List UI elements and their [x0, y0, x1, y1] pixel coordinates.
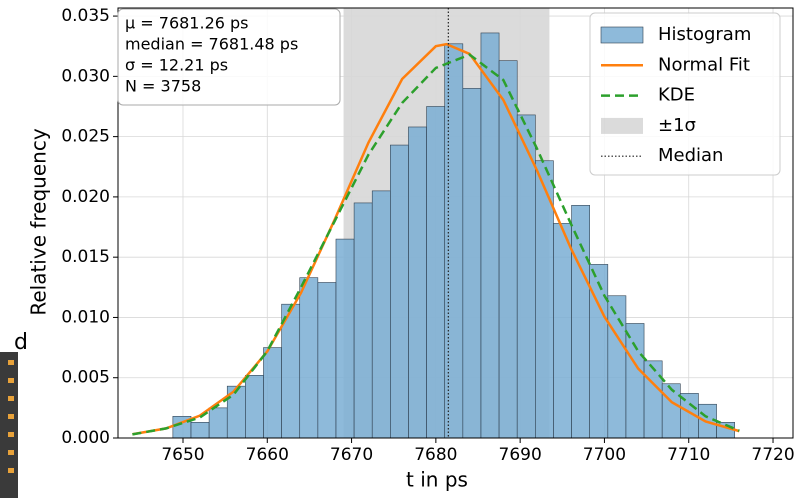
y-axis-label: Relative frequency [27, 128, 51, 315]
histogram-bar [462, 88, 482, 439]
x-axis-label: t in ps [406, 468, 468, 492]
y-tick-label: 0.025 [61, 127, 110, 147]
histogram-bar [571, 205, 590, 439]
histogram-bar [371, 190, 391, 439]
histogram-bar [661, 383, 681, 439]
y-tick-label: 0.030 [61, 66, 110, 86]
x-tick-label: 7690 [499, 445, 542, 465]
y-tick-label: 0.015 [61, 247, 110, 267]
histogram-bar [444, 43, 464, 439]
legend-box [589, 12, 781, 176]
fit-line [132, 42, 740, 436]
stats-text: N = 3758 [125, 77, 201, 96]
histogram-bar [553, 223, 572, 439]
legend-swatch [600, 26, 644, 44]
cropped-icons [0, 352, 18, 498]
histogram-bar [408, 126, 427, 439]
x-tick-label: 7680 [414, 445, 457, 465]
histogram-bar [480, 32, 500, 439]
stats-box: μ = 7681.26 ps median = 7681.48 ps σ = 12.… [117, 8, 341, 106]
histogram-bar [426, 106, 446, 439]
y-tick-label: 0.000 [61, 428, 110, 448]
histogram-bar [208, 407, 228, 439]
histogram-bar [245, 375, 264, 439]
stats-text: σ = 12.21 ps [125, 56, 228, 75]
y-tick-label: 0.020 [61, 187, 110, 207]
histogram-bar [190, 422, 210, 439]
histogram-bar [317, 282, 337, 439]
legend-label: KDE [658, 85, 695, 106]
histogram-bar [299, 277, 319, 439]
cropped-fragment: d [14, 330, 28, 355]
x-tick-label: 7710 [667, 445, 710, 465]
histogram-bar [390, 144, 409, 439]
plot-frame [117, 7, 794, 439]
y-tick-label: 0.035 [61, 6, 110, 26]
stats-text: μ = 7681.26 ps [125, 14, 249, 33]
legend: Histogram Normal Fit KDE ±1σ Median [589, 12, 781, 176]
histogram-bar [607, 295, 627, 439]
y-tick-label: 0.005 [61, 368, 110, 388]
legend-label: ±1σ [658, 115, 696, 136]
y-tick-label: 0.010 [61, 307, 110, 327]
histogram-bar [643, 360, 663, 439]
x-tick-label: 7670 [330, 445, 373, 465]
x-tick-label: 7660 [246, 445, 289, 465]
histogram-bar [353, 202, 373, 439]
legend-label: Median [658, 145, 723, 166]
legend-label: Histogram [658, 24, 751, 45]
histogram-bar [625, 323, 645, 439]
stats-text: median = 7681.48 ps [125, 35, 298, 54]
histogram-bar [498, 60, 518, 439]
legend-label: Normal Fit [658, 54, 750, 75]
kde-line [132, 53, 740, 436]
x-tick-label: 7720 [751, 445, 794, 465]
legend-swatch [601, 117, 643, 134]
x-tick-label: 7650 [161, 445, 204, 465]
stats-frame [117, 8, 341, 106]
histogram-bar [335, 238, 355, 439]
x-tick-label: 7700 [583, 445, 626, 465]
histogram-bar [263, 347, 282, 439]
